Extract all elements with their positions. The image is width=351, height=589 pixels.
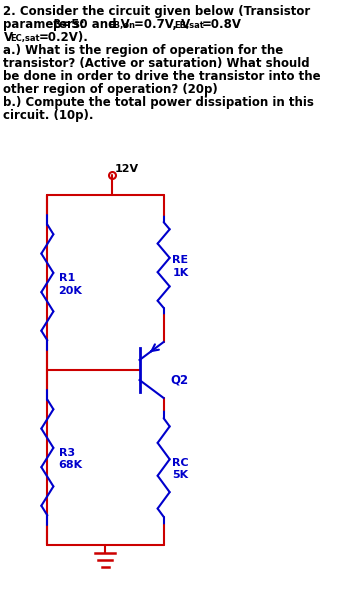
Text: EB,on: EB,on [108, 21, 135, 30]
Text: Q2: Q2 [171, 373, 188, 386]
Text: other region of operation? (20p): other region of operation? (20p) [4, 83, 218, 96]
Text: =0.8V: =0.8V [201, 18, 241, 31]
Text: 1K: 1K [172, 268, 188, 278]
Text: β=50 and V: β=50 and V [53, 18, 130, 31]
Text: 12V: 12V [114, 164, 139, 174]
Text: =0.2V).: =0.2V). [39, 31, 89, 44]
Text: RC: RC [172, 458, 189, 468]
Text: 5K: 5K [172, 471, 188, 481]
Text: V: V [4, 31, 13, 44]
Text: R1: R1 [59, 273, 75, 283]
Text: transistor? (Active or saturation) What should: transistor? (Active or saturation) What … [4, 57, 310, 70]
Text: 68K: 68K [59, 461, 83, 471]
Text: EB,sat: EB,sat [174, 21, 204, 30]
Text: a.) What is the region of operation for the: a.) What is the region of operation for … [4, 44, 284, 57]
Text: RE: RE [172, 255, 188, 265]
Text: 20K: 20K [59, 286, 82, 296]
Text: =0.7V, V: =0.7V, V [134, 18, 191, 31]
Text: circuit. (10p).: circuit. (10p). [4, 109, 94, 122]
Text: parameters:: parameters: [4, 18, 89, 31]
Text: R3: R3 [59, 448, 75, 458]
Text: 2. Consider the circuit given below (Transistor: 2. Consider the circuit given below (Tra… [4, 5, 311, 18]
Text: EC,sat: EC,sat [10, 34, 40, 43]
Text: be done in order to drive the transistor into the: be done in order to drive the transistor… [4, 70, 321, 83]
Text: b.) Compute the total power dissipation in this: b.) Compute the total power dissipation … [4, 96, 314, 109]
